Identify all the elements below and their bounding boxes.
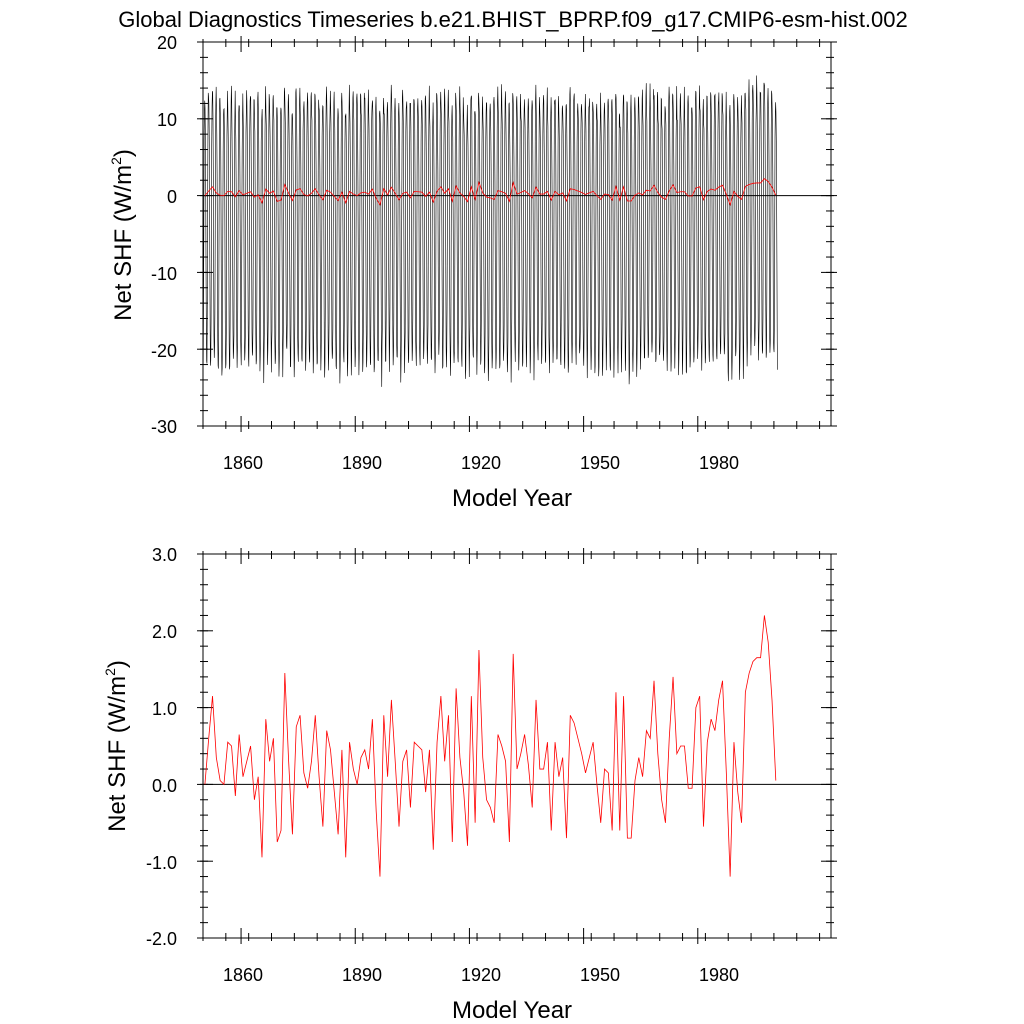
top-ytick-label-20: 20 [157,33,177,53]
top-panel: 20 10 0 -10 -20 -30 1860 1890 1920 1950 … [108,33,837,512]
bottom-y-axis-label-main: Net SHF (W/m [104,676,131,832]
bottom-xtick-label-1890: 1890 [342,965,382,985]
bottom-panel-series [203,615,831,877]
top-panel-frame [202,41,832,427]
bottom-panel-ticks [197,548,837,944]
bottom-ytick-label-2: 2.0 [152,622,177,642]
bottom-ytick-label-0: 0.0 [152,776,177,796]
bottom-series-annual-mean [204,615,777,877]
bottom-y-axis-label: Net SHF (W/m2) [102,660,131,832]
top-xtick-label-1980: 1980 [699,453,739,473]
top-y-axis-label-sup: 2 [108,157,124,165]
bottom-ytick-label-3: 3.0 [152,545,177,565]
bottom-x-axis-label: Model Year [452,997,572,1024]
bottom-xtick-label-1980: 1980 [699,965,739,985]
figure-title: Global Diagnostics Timeseries b.e21.BHIS… [118,7,908,32]
bottom-panel-frame [202,553,832,939]
bottom-panel: 3.0 2.0 1.0 0.0 -1.0 -2.0 1860 1890 1920… [102,545,837,1024]
top-ytick-label-m10: -10 [151,264,177,284]
bottom-ytick-label-m1: -1.0 [146,853,177,873]
top-xtick-label-1950: 1950 [580,453,620,473]
bottom-y-axis-label-sup: 2 [102,668,118,676]
top-panel-series [202,75,831,387]
top-y-axis-label-main: Net SHF (W/m [110,165,137,321]
top-panel-ticks [197,36,837,432]
top-ytick-label-m30: -30 [151,417,177,437]
top-ytick-label-m20: -20 [151,341,177,361]
top-xtick-label-1860: 1860 [223,453,263,473]
top-ytick-label-0: 0 [167,187,177,207]
bottom-xtick-label-1860: 1860 [223,965,263,985]
top-y-axis-label-close: ) [110,149,137,157]
top-series-monthly [202,75,778,387]
top-y-axis-label: Net SHF (W/m2) [108,149,137,321]
bottom-ytick-label-m2: -2.0 [146,929,177,949]
top-x-axis-label: Model Year [452,485,572,512]
bottom-xtick-label-1950: 1950 [580,965,620,985]
top-series-annual-mean [204,178,777,207]
bottom-xtick-label-1920: 1920 [461,965,501,985]
bottom-ytick-label-1: 1.0 [152,699,177,719]
top-ytick-label-10: 10 [157,110,177,130]
bottom-y-axis-label-close: ) [104,660,131,668]
top-xtick-label-1920: 1920 [461,453,501,473]
top-xtick-label-1890: 1890 [342,453,382,473]
